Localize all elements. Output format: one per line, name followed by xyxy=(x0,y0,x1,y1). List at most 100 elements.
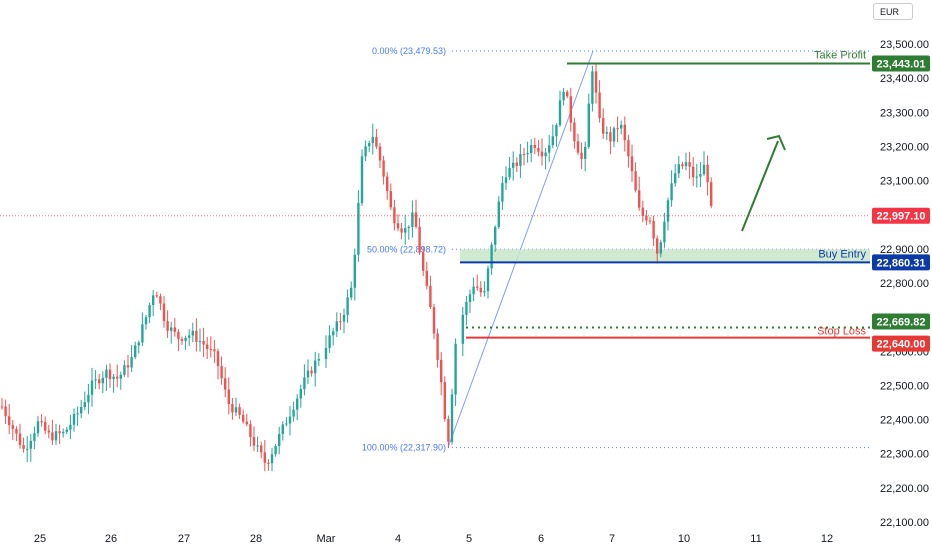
candle-body xyxy=(479,287,482,293)
candle xyxy=(36,416,40,437)
candle xyxy=(288,406,292,436)
candle xyxy=(411,200,414,238)
candle-body xyxy=(270,454,274,464)
price-badge-bg xyxy=(872,55,930,72)
candle-body xyxy=(33,433,36,441)
candle-body xyxy=(141,324,144,343)
candle xyxy=(162,296,166,328)
candle-body xyxy=(108,369,112,380)
x-tick-label: 27 xyxy=(178,533,190,545)
candle xyxy=(609,126,612,155)
candle xyxy=(357,190,360,262)
price-badge: 23,443.01 xyxy=(872,55,930,72)
candle-body xyxy=(641,207,644,216)
candle xyxy=(526,141,529,163)
level-label: Stop Loss xyxy=(817,326,866,338)
candle-body xyxy=(245,421,248,425)
candle-body xyxy=(87,394,90,403)
candle-body xyxy=(371,137,374,144)
candle-body xyxy=(44,422,47,431)
candle-body xyxy=(357,202,360,255)
candle-body xyxy=(702,164,706,175)
candle xyxy=(116,364,119,388)
candle-body xyxy=(267,462,270,464)
candle-body xyxy=(310,370,313,374)
candle xyxy=(591,65,594,112)
y-tick-label: 23,100.00 xyxy=(880,176,929,188)
candle xyxy=(515,157,518,173)
candle xyxy=(472,277,475,302)
candle xyxy=(634,162,637,193)
candle xyxy=(616,116,619,142)
candle xyxy=(598,80,601,123)
candle-body xyxy=(623,124,626,141)
x-tick-label: 11 xyxy=(750,533,761,545)
candle xyxy=(58,424,61,445)
candle-body xyxy=(598,92,601,119)
candle-body xyxy=(594,71,598,93)
candle xyxy=(152,290,155,317)
candle-body xyxy=(83,402,86,408)
candle xyxy=(155,291,158,298)
price-badge-label: 22,669.82 xyxy=(877,316,926,328)
candle-body xyxy=(26,448,29,450)
candle xyxy=(317,353,320,367)
candle xyxy=(141,312,144,346)
candle-body xyxy=(681,164,684,167)
candle-body xyxy=(494,227,497,245)
candle-body xyxy=(47,430,50,433)
candle xyxy=(180,336,184,345)
candle xyxy=(630,144,634,182)
candle xyxy=(101,371,104,394)
y-tick-label: 23,300.00 xyxy=(880,107,929,119)
candle xyxy=(281,421,284,441)
candle xyxy=(274,443,277,457)
candle xyxy=(440,351,443,396)
candle xyxy=(123,360,126,377)
candle-body xyxy=(382,160,385,177)
candle xyxy=(432,303,436,340)
candle xyxy=(216,348,220,380)
candle-body xyxy=(461,314,464,344)
candle-body xyxy=(22,445,25,449)
candle-body xyxy=(101,377,104,384)
candle xyxy=(659,239,662,258)
price-badge-label: 23,443.01 xyxy=(877,58,926,70)
candle xyxy=(652,215,655,246)
candle xyxy=(382,155,385,185)
candle xyxy=(468,289,472,314)
y-tick-label: 22,100.00 xyxy=(880,517,929,529)
candle-body xyxy=(360,156,364,203)
candle-body xyxy=(389,191,392,208)
candle-body xyxy=(119,374,122,379)
candle xyxy=(270,447,274,472)
candle xyxy=(51,419,54,445)
candle xyxy=(530,139,533,163)
y-tick-label: 22,400.00 xyxy=(880,415,929,427)
candle xyxy=(170,321,173,344)
candle xyxy=(551,124,554,149)
candle-body xyxy=(634,171,637,191)
candle xyxy=(580,142,583,169)
candle-body xyxy=(504,177,508,184)
candle-body xyxy=(537,148,540,152)
candle xyxy=(15,426,18,442)
x-tick-label: 26 xyxy=(105,533,117,545)
candle-body xyxy=(51,432,54,441)
candle xyxy=(479,281,482,297)
candle-body xyxy=(213,349,216,352)
candle xyxy=(389,183,392,211)
candle-body xyxy=(0,406,4,408)
candle xyxy=(62,428,65,438)
candle-body xyxy=(476,286,479,288)
candle-body xyxy=(65,429,68,432)
x-tick-label: 5 xyxy=(466,533,472,545)
candle xyxy=(407,225,410,240)
candle-body xyxy=(540,151,544,157)
currency-selector[interactable]: EUR xyxy=(873,3,913,20)
candle xyxy=(245,413,248,427)
candle-body xyxy=(234,407,238,413)
candle-body xyxy=(69,424,72,430)
candle xyxy=(486,265,490,299)
candle-body xyxy=(314,360,317,374)
